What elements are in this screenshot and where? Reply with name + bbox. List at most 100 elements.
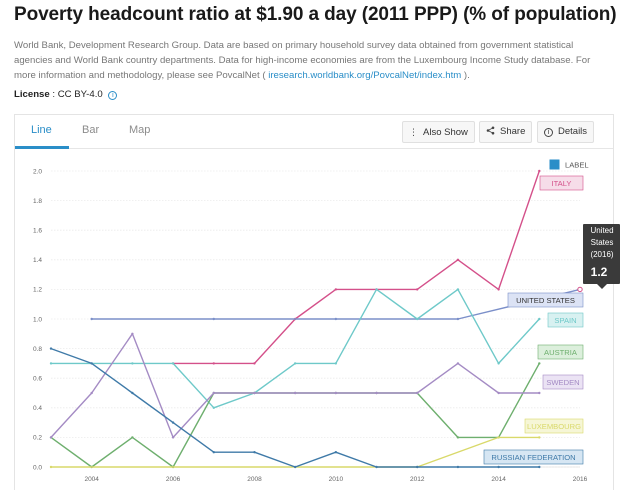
data-point-russian-federation[interactable] (253, 451, 256, 454)
data-point-sweden[interactable] (538, 391, 541, 395)
data-point-russian-federation[interactable] (212, 451, 215, 454)
series-line-austria[interactable] (50, 363, 540, 468)
y-tick-label: 1.8 (33, 198, 42, 205)
data-point-spain[interactable] (416, 317, 419, 321)
data-point-russian-federation[interactable] (90, 362, 93, 365)
series-label-sweden[interactable]: SWEDEN (546, 378, 579, 387)
data-point-russian-federation[interactable] (375, 465, 378, 469)
tab-map[interactable]: Map (129, 124, 151, 136)
data-point-russian-federation[interactable] (416, 465, 419, 469)
data-point-russian-federation[interactable] (334, 451, 338, 454)
series-line-italy[interactable] (173, 170, 540, 365)
series-label-united-states[interactable]: UNITED STATES (516, 296, 575, 305)
y-tick-label: 0.6 (33, 376, 42, 383)
povcalnet-link[interactable]: iresearch.worldbank.org/PovcalNet/index.… (265, 70, 464, 81)
series-label-box-united-states[interactable] (507, 292, 584, 308)
data-point-italy[interactable] (456, 258, 460, 261)
series-label-box-italy[interactable] (539, 175, 584, 191)
data-point-spain[interactable] (293, 362, 297, 365)
y-tick-label: 2.0 (33, 168, 42, 175)
data-point-italy[interactable] (334, 288, 338, 291)
series-label-luxembourg[interactable]: LUXEMBOURG (527, 422, 581, 431)
data-point-italy[interactable] (497, 288, 500, 291)
label-toggle-text[interactable]: LABEL (565, 161, 589, 170)
data-point-united-states[interactable] (90, 317, 93, 321)
series-label-russian-federation[interactable]: RUSSIAN FEDERATION (491, 453, 575, 462)
x-tick-label: 2006 (166, 476, 181, 483)
series-label-box-luxembourg[interactable] (524, 418, 584, 434)
data-point-spain[interactable] (49, 362, 53, 365)
data-point-sweden[interactable] (131, 332, 134, 335)
data-point-italy[interactable] (538, 169, 541, 173)
share-button[interactable]: Share (479, 121, 533, 143)
series-label-box-sweden[interactable] (542, 374, 584, 390)
data-point-luxembourg[interactable] (538, 436, 541, 439)
data-point-sweden[interactable] (416, 391, 419, 395)
data-point-united-states[interactable] (456, 317, 460, 321)
data-point-spain[interactable] (171, 362, 175, 365)
tooltip-box (583, 224, 620, 284)
details-label: Details (558, 126, 588, 137)
data-point-spain[interactable] (212, 406, 215, 409)
y-tick-label: 1.2 (33, 287, 42, 294)
data-point-italy[interactable] (253, 362, 256, 365)
data-point-russian-federation[interactable] (456, 465, 460, 469)
data-point-italy[interactable] (212, 362, 215, 365)
data-point-russian-federation[interactable] (497, 465, 500, 469)
data-point-spain[interactable] (538, 317, 541, 321)
tab-bar-chart[interactable]: Bar (82, 124, 100, 136)
license-value: : CC BY-4.0 (49, 89, 106, 100)
data-point-russian-federation[interactable] (131, 391, 134, 395)
data-point-russian-federation[interactable] (171, 421, 175, 424)
series-line-sweden[interactable] (50, 333, 540, 439)
series-label-box-russian-federation[interactable] (483, 449, 584, 465)
data-point-luxembourg[interactable] (49, 465, 53, 469)
share-icon (486, 126, 495, 135)
data-point-sweden[interactable] (90, 391, 93, 395)
share-label: Share (500, 126, 526, 137)
data-point-austria[interactable] (456, 436, 460, 439)
label-checkbox[interactable] (549, 159, 560, 170)
data-point-sweden[interactable] (456, 362, 460, 365)
data-point-sweden[interactable] (334, 391, 338, 395)
data-point-spain[interactable] (456, 288, 460, 291)
series-label-box-spain[interactable] (547, 312, 584, 328)
y-tick-label: 1.4 (33, 257, 42, 264)
data-point-sweden[interactable] (171, 436, 175, 439)
data-point-united-states[interactable] (212, 317, 215, 321)
series-line-united-states[interactable] (91, 288, 581, 320)
data-point-sweden[interactable] (497, 391, 500, 395)
data-point-austria[interactable] (538, 362, 541, 365)
data-point-austria[interactable] (131, 436, 134, 439)
series-label-box-austria[interactable] (537, 344, 584, 360)
data-point-russian-federation[interactable] (293, 465, 297, 469)
also-show-button[interactable]: ⋮ Also Show (402, 121, 475, 143)
data-point-sweden[interactable] (212, 391, 215, 395)
tooltip-value: 1.2 (591, 265, 608, 279)
data-point-spain[interactable] (131, 362, 134, 365)
data-point-sweden[interactable] (253, 391, 256, 395)
data-point-sweden[interactable] (375, 391, 378, 395)
series-label-italy[interactable]: ITALY (552, 179, 572, 188)
info-icon[interactable]: i (108, 91, 118, 100)
hover-point-marker (577, 286, 583, 293)
source-text-body: World Bank, Development Research Group. … (14, 40, 591, 81)
series-label-spain[interactable]: SPAIN (554, 316, 576, 325)
data-point-italy[interactable] (416, 288, 419, 291)
data-point-sweden[interactable] (49, 436, 53, 439)
data-point-luxembourg[interactable] (497, 436, 500, 439)
tab-line[interactable]: Line (31, 124, 52, 136)
source-text-end: ). (463, 70, 470, 81)
data-point-united-states[interactable] (334, 317, 338, 321)
x-tick-label: 2010 (329, 476, 344, 483)
data-point-russian-federation[interactable] (49, 347, 53, 350)
details-button[interactable]: i Details (537, 121, 595, 143)
series-label-austria[interactable]: AUSTRIA (544, 348, 578, 357)
data-point-sweden[interactable] (293, 391, 297, 395)
data-point-spain[interactable] (375, 288, 378, 291)
data-point-spain[interactable] (334, 362, 338, 365)
x-tick-label: 2012 (410, 476, 425, 483)
data-point-russian-federation[interactable] (538, 465, 541, 469)
data-point-spain[interactable] (497, 362, 500, 365)
series-line-luxembourg[interactable] (51, 436, 540, 468)
